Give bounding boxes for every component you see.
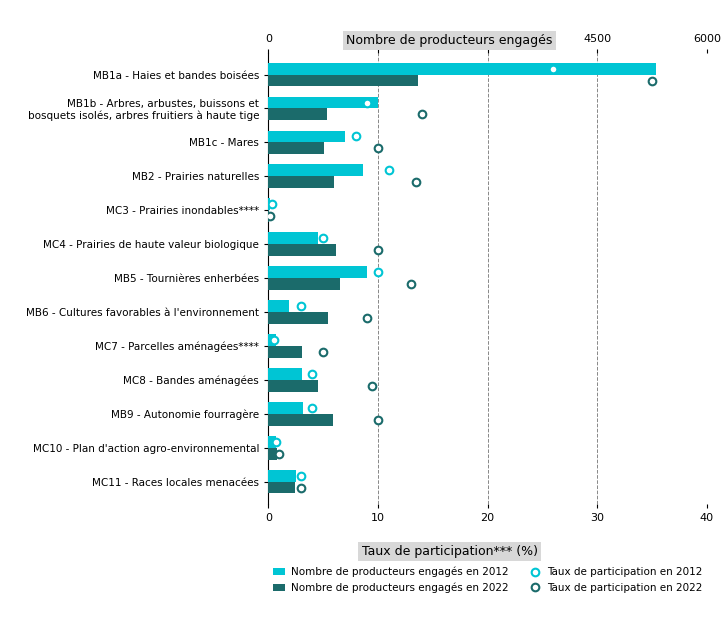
Bar	[268, 368, 302, 380]
Bar	[268, 481, 294, 494]
Text: Nombre de producteurs engagés: Nombre de producteurs engagés	[347, 33, 552, 47]
Bar	[268, 470, 296, 481]
Bar	[268, 380, 318, 392]
Bar	[268, 266, 367, 278]
Bar	[268, 414, 333, 426]
Bar	[268, 75, 418, 87]
Text: Taux de participation*** (%): Taux de participation*** (%)	[362, 545, 537, 559]
Bar	[268, 300, 289, 312]
Bar	[268, 130, 345, 142]
Bar	[268, 176, 334, 188]
Bar	[268, 312, 328, 324]
Bar	[268, 346, 302, 358]
Bar	[268, 198, 270, 210]
Bar	[268, 402, 303, 414]
Legend: Nombre de producteurs engagés en 2012, Nombre de producteurs engagés en 2022, Ta: Nombre de producteurs engagés en 2012, N…	[273, 567, 703, 593]
Bar	[268, 232, 318, 244]
Bar	[268, 278, 340, 290]
Bar	[268, 334, 276, 346]
Bar	[268, 142, 324, 154]
Bar	[268, 447, 277, 460]
Bar	[268, 164, 363, 176]
Bar	[268, 210, 269, 222]
Bar	[268, 96, 378, 109]
Bar	[268, 109, 327, 121]
Bar	[268, 244, 336, 256]
Bar	[268, 436, 276, 447]
Bar	[268, 62, 655, 75]
